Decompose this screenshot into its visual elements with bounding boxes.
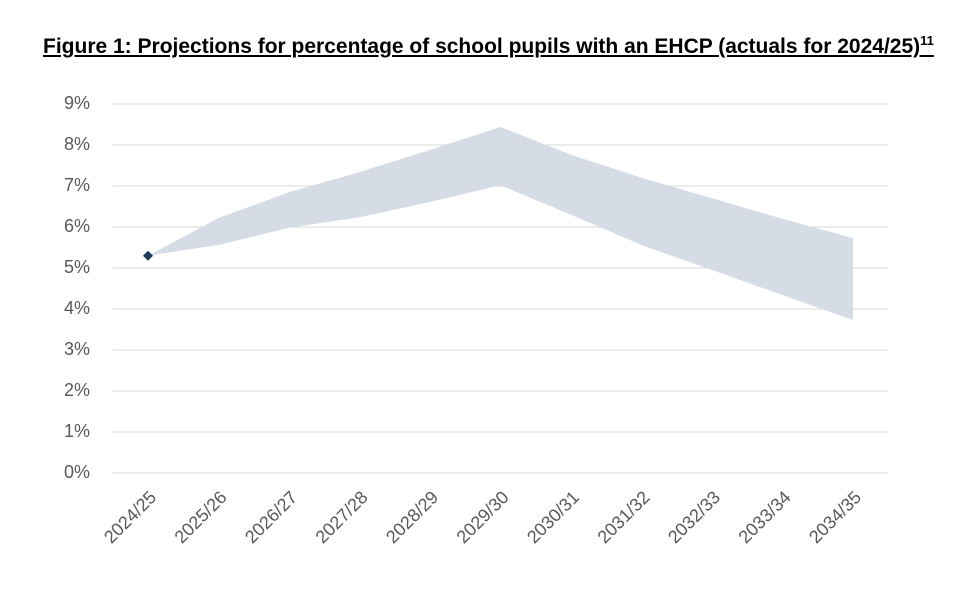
x-tick-label: 2031/32 [594,487,654,547]
x-tick-label: 2034/35 [805,487,865,547]
y-tick-label: 3% [64,339,90,359]
title-footnote: 11 [920,33,934,48]
x-tick-label: 2032/33 [664,487,724,547]
y-tick-label: 8% [64,134,90,154]
x-tick-label: 2025/26 [171,487,231,547]
y-tick-label: 1% [64,421,90,441]
y-tick-label: 5% [64,257,90,277]
y-tick-label: 0% [64,462,90,482]
y-tick-label: 2% [64,380,90,400]
y-tick-label: 4% [64,298,90,318]
x-tick-label: 2027/28 [312,487,372,547]
x-tick-label: 2024/25 [100,487,160,547]
y-tick-label: 6% [64,216,90,236]
x-tick-label: 2026/27 [241,487,301,547]
x-tick-label: 2030/31 [523,487,583,547]
x-tick-label: 2028/29 [382,487,442,547]
y-tick-label: 7% [64,175,90,195]
y-tick-label: 9% [64,93,90,113]
x-tick-label: 2029/30 [453,487,513,547]
projection-band [148,127,853,321]
chart-title: Figure 1: Projections for percentage of … [43,35,921,58]
x-tick-label: 2033/34 [735,487,795,547]
chart-title-box: Figure 1: Projections for percentage of … [43,28,948,60]
actual-marker [143,250,153,261]
